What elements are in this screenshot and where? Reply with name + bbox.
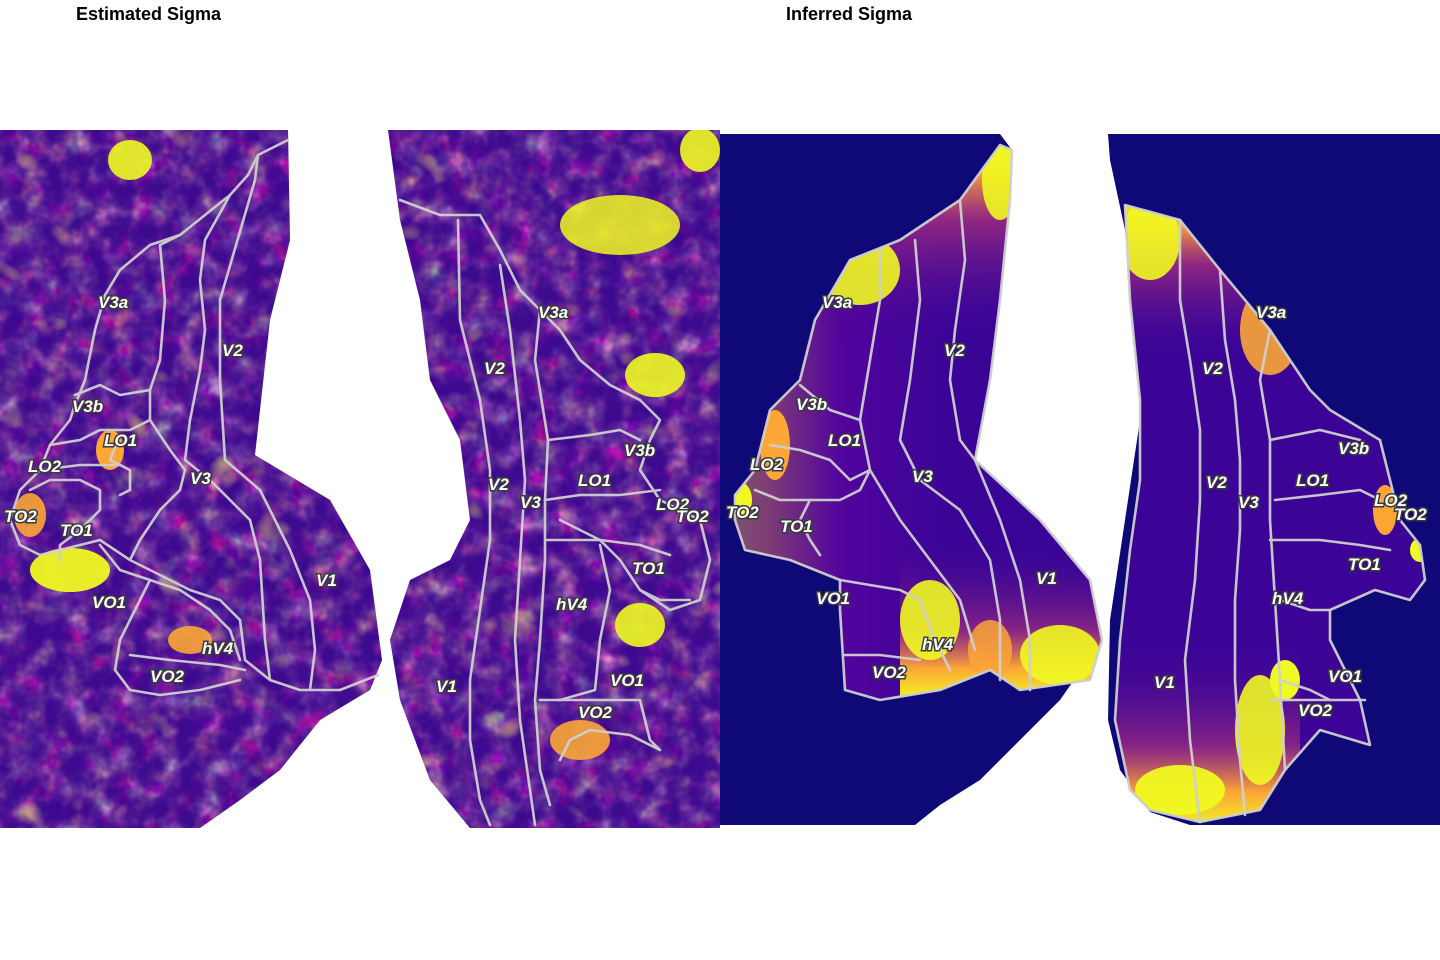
region-label: V2 <box>222 341 243 360</box>
region-label: hV4 <box>202 639 234 658</box>
region-label: TO2 <box>1394 505 1427 524</box>
region-label: TO2 <box>726 503 759 522</box>
region-label: TO2 <box>4 507 37 526</box>
region-label: V2 <box>1206 473 1227 492</box>
region-label: hV4 <box>922 635 954 654</box>
region-label: V3a <box>538 303 568 322</box>
region-label: V3 <box>520 493 541 512</box>
region-label: V3b <box>624 441 655 460</box>
estimated-right-hemisphere: V3a V2 V3b LO1 V2 V3 LO2 TO2 TO1 hV4 V1 … <box>388 130 720 828</box>
region-label: V3a <box>98 293 128 312</box>
region-label: LO2 <box>28 457 62 476</box>
region-label: V3a <box>1256 303 1286 322</box>
region-label: V3 <box>1238 493 1259 512</box>
region-label: TO1 <box>632 559 665 578</box>
region-label: V2 <box>484 359 505 378</box>
region-label: VO2 <box>578 703 613 722</box>
region-label: LO2 <box>750 455 784 474</box>
region-label: hV4 <box>1272 589 1304 608</box>
region-label: V3b <box>796 395 827 414</box>
estimated-left-hemisphere: V3a V2 V3b LO1 LO2 V3 TO2 TO1 V1 VO1 hV4… <box>0 130 382 828</box>
region-label: V3 <box>912 467 933 486</box>
region-label: VO1 <box>816 589 850 608</box>
region-label: TO2 <box>676 507 709 526</box>
region-label: VO2 <box>1298 701 1333 720</box>
region-label: LO1 <box>1296 471 1329 490</box>
region-label: LO1 <box>828 431 861 450</box>
region-label: V1 <box>316 571 337 590</box>
region-label: V2 <box>488 475 509 494</box>
region-label: V1 <box>436 677 457 696</box>
region-label: V3 <box>190 469 211 488</box>
panel-title-estimated: Estimated Sigma <box>76 4 222 24</box>
region-label: TO1 <box>1348 555 1381 574</box>
region-label: VO1 <box>610 671 644 690</box>
region-label: V3b <box>72 397 103 416</box>
region-label: VO2 <box>150 667 185 686</box>
region-label: VO2 <box>872 663 907 682</box>
region-label: LO2 <box>1374 491 1408 510</box>
region-label: V3a <box>822 293 852 312</box>
region-label: VO1 <box>92 593 126 612</box>
region-label: V2 <box>1202 359 1223 378</box>
region-label: LO2 <box>656 495 690 514</box>
region-label: V1 <box>1036 569 1057 588</box>
region-label: VO1 <box>1328 667 1362 686</box>
region-label: V3b <box>1338 439 1369 458</box>
panel-title-inferred: Inferred Sigma <box>786 4 913 24</box>
inferred-right-hemisphere: V3a V2 V3b LO1 V2 V3 LO2 TO2 TO1 hV4 V1 … <box>1113 203 1429 824</box>
region-label: TO1 <box>780 517 813 536</box>
region-label: LO1 <box>104 431 137 450</box>
region-label: LO1 <box>578 471 611 490</box>
region-label: V2 <box>944 341 965 360</box>
region-label: hV4 <box>556 595 588 614</box>
region-label: V1 <box>1154 673 1175 692</box>
region-label: TO1 <box>60 521 93 540</box>
